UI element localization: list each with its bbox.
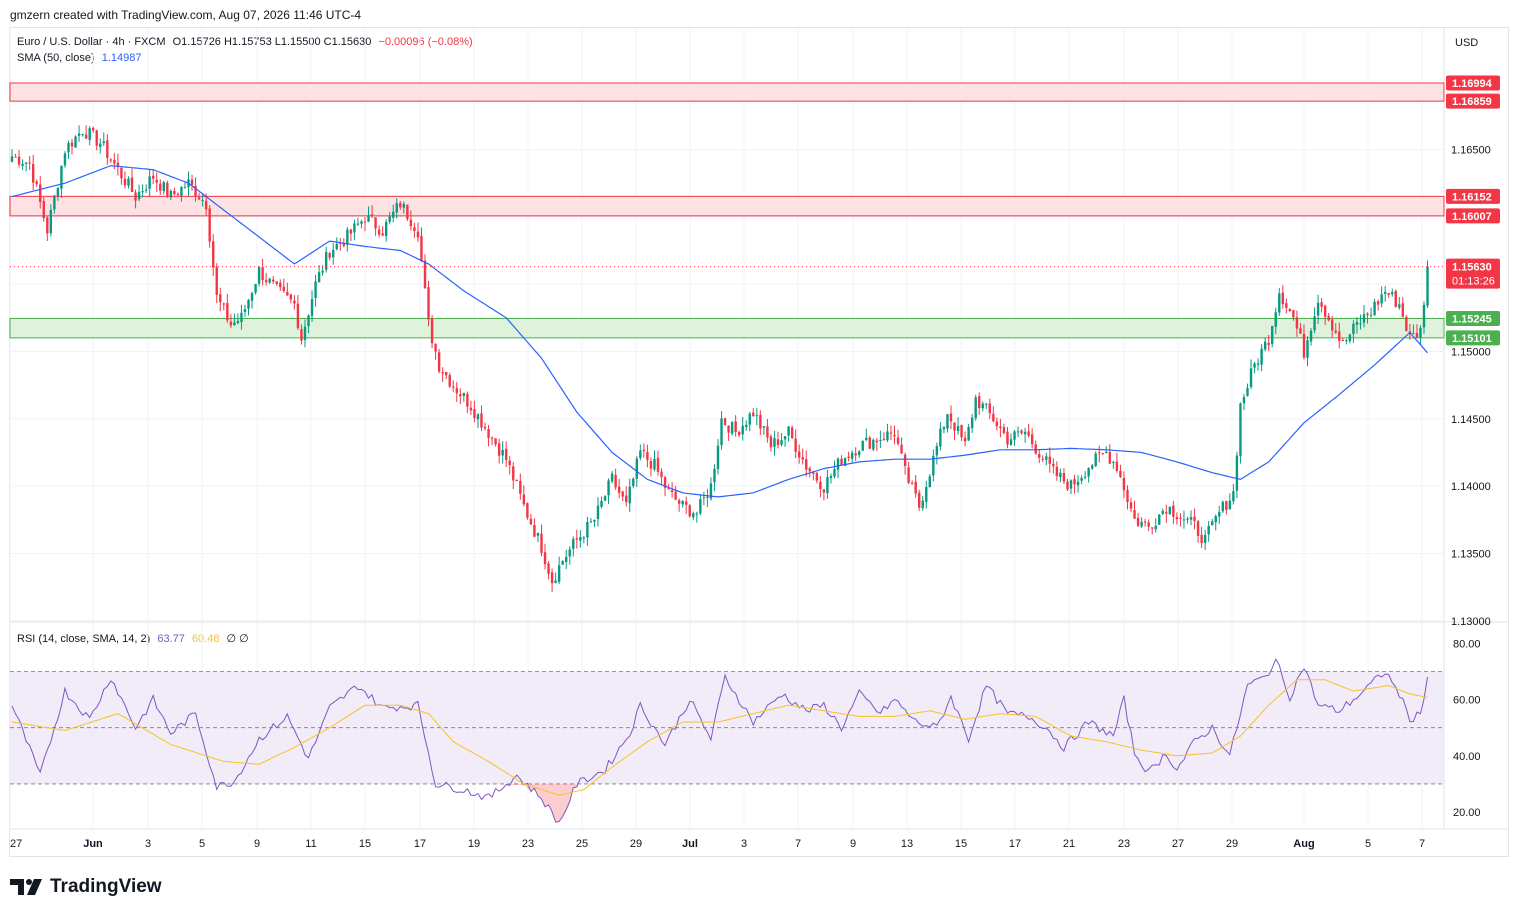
rsi-sma-value: 60.48 bbox=[191, 633, 220, 645]
chart-credit: gmzern created with TradingView.com, Aug… bbox=[10, 8, 362, 22]
sma-label: SMA (50, close) bbox=[17, 52, 95, 64]
chart-frame bbox=[9, 27, 1509, 857]
rsi-extra: ∅ ∅ bbox=[226, 633, 249, 645]
rsi-legend[interactable]: RSI (14, close, SMA, 14, 2) 63.77 60.48 … bbox=[17, 632, 249, 645]
sma-value: 1.14987 bbox=[101, 52, 142, 64]
brand-logo[interactable]: TradingView bbox=[10, 876, 162, 898]
brand-name: TradingView bbox=[50, 876, 162, 897]
rsi-label: RSI (14, close, SMA, 14, 2) bbox=[17, 633, 151, 645]
symbol-name: Euro / U.S. Dollar · 4h · FXCM bbox=[17, 36, 166, 48]
sma-legend[interactable]: SMA (50, close) 1.14987 bbox=[17, 52, 141, 64]
ohlc-values: O1.15726 H1.15753 L1.15500 C1.15630 bbox=[172, 36, 372, 48]
symbol-legend[interactable]: Euro / U.S. Dollar · 4h · FXCM O1.15726 … bbox=[17, 36, 473, 48]
tradingview-logo-icon bbox=[10, 879, 42, 895]
price-change: −0.00096 (−0.08%) bbox=[378, 36, 473, 48]
currency-label[interactable]: USD bbox=[1455, 37, 1479, 49]
rsi-value: 63.77 bbox=[157, 633, 185, 645]
